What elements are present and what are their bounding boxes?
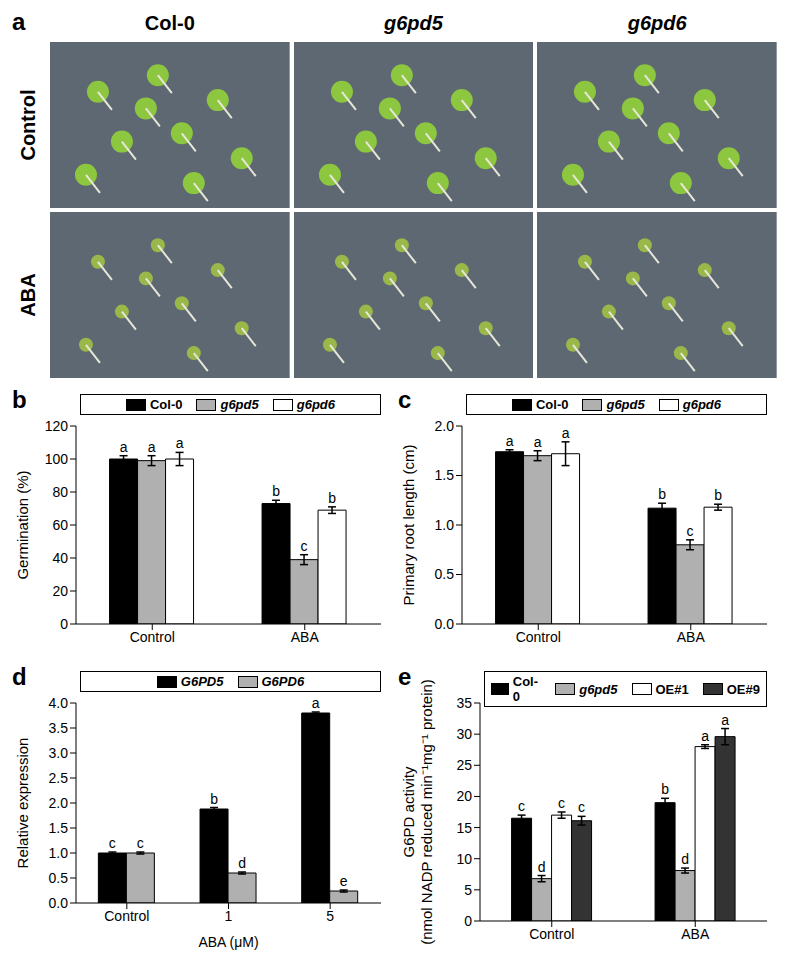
svg-text:c: c <box>137 835 144 851</box>
svg-text:2.0: 2.0 <box>435 418 455 434</box>
svg-text:0.5: 0.5 <box>435 566 455 582</box>
svg-text:d: d <box>238 855 246 871</box>
svg-text:1.5: 1.5 <box>49 820 69 836</box>
svg-text:Control: Control <box>104 908 149 924</box>
svg-text:b: b <box>210 791 218 807</box>
svg-text:20: 20 <box>52 583 68 599</box>
svg-text:c: c <box>301 538 308 554</box>
svg-text:4.0: 4.0 <box>49 695 69 711</box>
svg-text:b: b <box>328 490 336 506</box>
svg-text:100: 100 <box>45 451 69 467</box>
svg-text:b: b <box>661 781 669 797</box>
svg-text:0.0: 0.0 <box>49 895 69 911</box>
svg-text:0: 0 <box>464 913 472 929</box>
svg-text:c: c <box>109 835 116 851</box>
svg-text:2.5: 2.5 <box>49 770 69 786</box>
svg-text:a: a <box>120 439 128 455</box>
svg-text:ABA (μM): ABA (μM) <box>198 934 258 950</box>
svg-text:e: e <box>340 873 348 889</box>
svg-text:a: a <box>721 712 729 728</box>
svg-text:a: a <box>148 439 156 455</box>
svg-text:Control: Control <box>516 629 561 645</box>
svg-text:c: c <box>558 795 565 811</box>
svg-text:d: d <box>681 851 689 867</box>
svg-text:Control: Control <box>130 629 175 645</box>
svg-text:5: 5 <box>326 908 334 924</box>
svg-text:G6PD activity(nmol NADP reduce: G6PD activity(nmol NADP reduced min⁻¹mg⁻… <box>400 679 435 945</box>
svg-text:0.0: 0.0 <box>435 616 455 632</box>
svg-text:Germination (%): Germination (%) <box>14 470 31 579</box>
svg-text:Control: Control <box>529 926 574 942</box>
svg-text:c: c <box>687 523 694 539</box>
svg-text:3.5: 3.5 <box>49 720 69 736</box>
svg-text:a: a <box>176 435 184 451</box>
svg-text:a: a <box>312 695 320 711</box>
svg-text:ABA: ABA <box>681 926 710 942</box>
svg-text:a: a <box>701 728 709 744</box>
svg-text:a: a <box>534 434 542 450</box>
svg-text:ABA: ABA <box>291 629 320 645</box>
svg-text:80: 80 <box>52 484 68 500</box>
svg-text:1.0: 1.0 <box>435 517 455 533</box>
svg-text:35: 35 <box>456 695 472 711</box>
svg-text:ABA: ABA <box>677 629 706 645</box>
svg-text:Primary root length (cm): Primary root length (cm) <box>400 445 417 606</box>
svg-text:c: c <box>518 798 525 814</box>
svg-text:30: 30 <box>456 726 472 742</box>
svg-text:1.5: 1.5 <box>435 467 455 483</box>
svg-text:25: 25 <box>456 757 472 773</box>
svg-text:0: 0 <box>60 616 68 632</box>
svg-text:a: a <box>562 425 570 441</box>
svg-text:1: 1 <box>225 908 233 924</box>
svg-text:20: 20 <box>456 788 472 804</box>
svg-text:Relative expression: Relative expression <box>14 738 31 869</box>
svg-text:a: a <box>506 433 514 449</box>
svg-text:2.0: 2.0 <box>49 795 69 811</box>
svg-text:d: d <box>538 859 546 875</box>
svg-text:c: c <box>578 799 585 815</box>
svg-text:b: b <box>714 487 722 503</box>
svg-text:10: 10 <box>456 851 472 867</box>
svg-text:3.0: 3.0 <box>49 745 69 761</box>
svg-text:5: 5 <box>464 882 472 898</box>
svg-text:40: 40 <box>52 550 68 566</box>
svg-text:15: 15 <box>456 820 472 836</box>
svg-text:0.5: 0.5 <box>49 870 69 886</box>
svg-text:60: 60 <box>52 517 68 533</box>
svg-text:b: b <box>272 483 280 499</box>
svg-text:120: 120 <box>45 418 69 434</box>
svg-text:b: b <box>658 486 666 502</box>
svg-text:1.0: 1.0 <box>49 845 69 861</box>
